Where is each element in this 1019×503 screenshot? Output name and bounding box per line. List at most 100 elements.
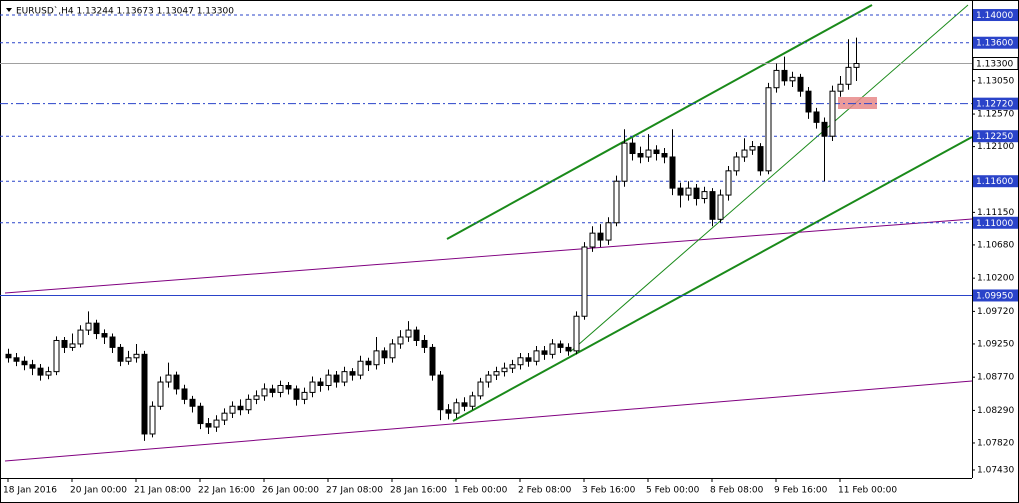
y-tick-label: 1.11150 [977,208,1014,218]
candle-body [333,374,340,383]
candle-body [685,187,692,196]
candle-body [741,149,748,158]
candle-body [541,350,548,355]
y-tick-label: 1.12570 [977,110,1014,120]
candle-body [765,87,772,172]
candle-body [109,336,116,348]
candle-body [269,388,276,393]
candle-body [613,180,620,224]
candle-body [509,364,516,369]
y-tick-label: 1.12100 [977,142,1014,152]
level-label: 1.11000 [976,219,1013,229]
level-box [973,9,1018,22]
level-tag: 1.12250 [973,130,1018,143]
candle-body [517,357,524,366]
candle-body [261,388,268,397]
y-tick-label: 1.07820 [977,438,1014,448]
candle-body [429,346,436,376]
zone-box [838,97,877,109]
x-tick-label: 26 Jan 00:00 [262,486,319,496]
candle-body [813,111,820,123]
candle-body [717,194,724,220]
candle-body [189,398,196,407]
candle-body [789,76,796,82]
channel-line [452,136,973,422]
candle-body [405,329,412,338]
y-tick-label: 1.08770 [977,373,1014,383]
x-tick-label: 18 Jan 2016 [3,486,57,496]
level-label: 1.12720 [976,100,1013,110]
candle-body [629,142,636,155]
candle-body [229,405,236,414]
candle-body [13,357,20,362]
level-label: 1.14000 [976,11,1013,21]
candle-body [701,191,708,200]
candle-body [125,357,132,362]
candle-body [285,384,292,390]
x-tick-label: 3 Feb 16:00 [582,486,636,496]
trend-lines [4,4,973,462]
candle-body [797,76,804,92]
level-box [973,289,1018,302]
candle-body [373,350,380,366]
x-tick-label: 5 Feb 00:00 [646,486,700,496]
candle-body [381,350,388,359]
x-tick-label: 2 Feb 08:00 [518,486,572,496]
candle-body [829,90,836,137]
candle-body [477,381,484,397]
candle-body [661,153,668,158]
level-box [973,216,1018,229]
y-tick-label: 1.09250 [977,339,1014,349]
menu-arrow[interactable] [6,8,12,12]
candle-body [181,388,188,400]
candle-body [293,388,300,400]
candle-body [445,409,452,414]
candle-body [349,371,356,376]
candle-body [29,364,36,369]
level-box [973,175,1018,188]
candle-body [397,336,404,345]
candle-body [149,405,156,435]
candle-body [805,90,812,113]
x-tick-label: 21 Jan 08:00 [134,486,191,496]
candle-body [325,374,332,386]
y-tick-label: 1.09720 [977,307,1014,317]
candle-body [277,384,284,393]
candle-body [413,329,420,341]
candle-body [365,360,372,366]
candle-body [69,343,76,348]
candle-body [501,367,508,373]
candle-body [821,121,828,137]
candle-body [757,146,764,172]
candle-body [173,374,180,390]
candle-body [581,246,588,317]
candle-body [557,343,564,348]
candle-body [493,371,500,376]
current-price-label: 1.13300 [976,59,1013,69]
level-tag: 1.13600 [973,36,1018,49]
candle-body [693,187,700,200]
level-box [973,97,1018,110]
candle-body [213,419,220,428]
x-tick-label: 28 Jan 16:00 [390,486,447,496]
candle-body [781,69,788,82]
y-tick-label: 1.08290 [977,406,1014,416]
candle-body [45,371,52,376]
candle-body [237,405,244,411]
level-tag: 1.11000 [973,216,1018,229]
trend-line [569,4,969,353]
level-tag: 1.14000 [973,9,1018,22]
candle-body [157,381,164,407]
candle-body [437,374,444,411]
candle-body [21,360,28,366]
candle-body [573,315,580,352]
level-box [973,130,1018,143]
candle-body [749,146,756,151]
candle-body [725,170,732,196]
candle-body [53,339,60,373]
candle-body [845,66,852,85]
candle-body [317,381,324,386]
candle-body [141,353,148,435]
y-tick-label: 1.13050 [977,76,1014,86]
